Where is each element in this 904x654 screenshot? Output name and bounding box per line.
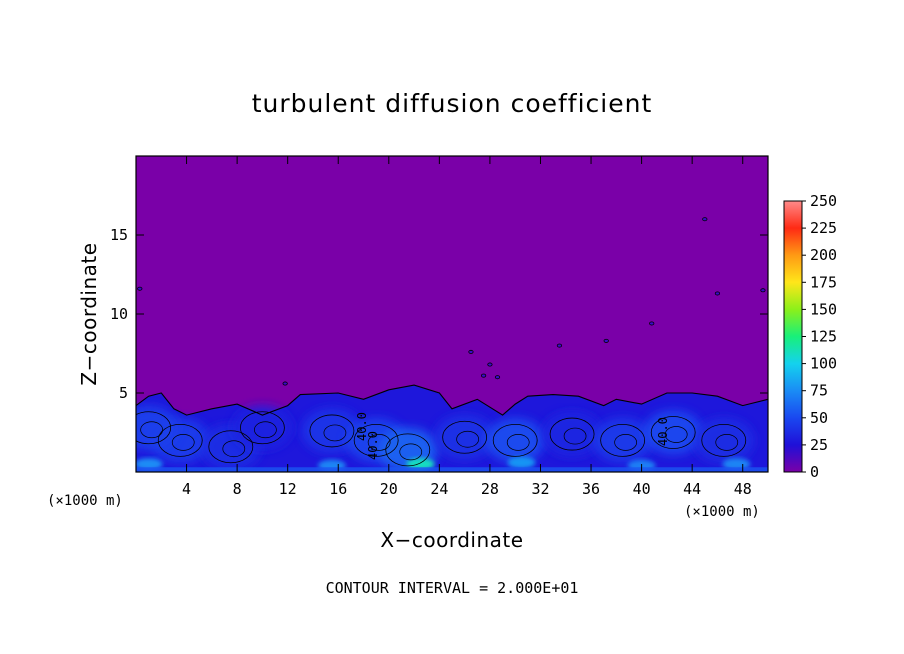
x-tick-label: 16 [329, 480, 347, 498]
contour-speck [702, 217, 708, 222]
eddy-cell [542, 412, 603, 457]
x-tick-label: 44 [683, 480, 701, 498]
eddy-cell [693, 418, 754, 463]
x-unit-right: (×1000 m) [684, 504, 760, 520]
x-tick-label: 24 [430, 480, 448, 498]
contour-line [701, 423, 747, 457]
colorbar-tick-label: 25 [810, 436, 828, 454]
diffusion-field [136, 385, 768, 472]
x-tick-label: 20 [380, 480, 398, 498]
y-tick-label: 15 [110, 226, 128, 244]
contour-speck [494, 375, 501, 380]
contour-line [456, 430, 479, 448]
colorbar-tick-label: 0 [810, 463, 819, 481]
x-tick-label: 28 [481, 480, 499, 498]
contour-line [506, 434, 530, 451]
colorbar-tick-label: 200 [810, 246, 837, 264]
contour-line [353, 423, 399, 457]
contour-label: 40.0 [355, 412, 369, 441]
eddy-cell [485, 418, 546, 463]
colorbar-tick-label: 175 [810, 273, 837, 291]
surface-layer [136, 467, 768, 472]
hot-spot [406, 458, 435, 471]
colorbar-ticks: 0 25 50 75 100 125 150 175 200 225 250 [802, 192, 837, 481]
y-axis-label: Z−coordinate [77, 242, 101, 385]
contour-speck [649, 321, 655, 326]
contour-speck [556, 343, 563, 348]
eddy-cell [232, 405, 293, 450]
contour-line [171, 434, 195, 451]
x-tick-label: 8 [233, 480, 242, 498]
contour-line [222, 440, 246, 458]
colorbar-tick-label: 125 [810, 328, 837, 346]
contour-speck [480, 373, 487, 378]
hot-spot [136, 458, 163, 471]
contour-speck [137, 286, 143, 291]
x-tick-label: 4 [182, 480, 191, 498]
contour-line [136, 411, 172, 445]
contour-line [140, 421, 163, 439]
contour-interval-note: CONTOUR INTERVAL = 2.000E+01 [326, 579, 579, 597]
contour-line [492, 423, 538, 457]
x-tick-label: 32 [531, 480, 549, 498]
contour-line [208, 430, 254, 464]
contour-label: 40.0 [366, 431, 380, 460]
contour-label: 40.0 [656, 417, 670, 446]
eddy-cell [643, 410, 704, 455]
contour-speck [714, 291, 721, 296]
contour-speck [603, 338, 609, 343]
contour-line [614, 434, 637, 451]
eddy-cell [592, 418, 653, 463]
contour-line [309, 414, 355, 448]
contour-line [442, 420, 488, 454]
colorbar-tick-label: 100 [810, 355, 837, 373]
colorbar-gradient [783, 200, 803, 473]
x-tick-label: 48 [734, 480, 752, 498]
contour-labels: 40.0 40.0 40.0 [355, 412, 670, 460]
y-tick-label: 10 [110, 305, 128, 323]
colorbar-tick-label: 50 [810, 409, 828, 427]
colorbar-tick-label: 250 [810, 192, 837, 210]
y-tick-label: 5 [119, 384, 128, 402]
x-axis-ticks: 4 8 12 16 20 24 28 32 36 40 44 48 [182, 156, 752, 498]
contour-speck [282, 381, 288, 386]
hot-spot [507, 456, 536, 469]
contour-speck [760, 288, 766, 293]
contour-line [715, 434, 739, 451]
y-axis-ticks: 5 10 15 [110, 226, 768, 402]
chart-title: turbulent diffusion coefficient [252, 89, 653, 118]
x-tick-label: 12 [279, 480, 297, 498]
colorbar-tick-label: 75 [810, 382, 828, 400]
contour-line [549, 417, 595, 451]
contour-line [239, 411, 285, 445]
contour-line [600, 423, 646, 457]
contour-line [367, 434, 391, 451]
colorbar: 0 25 50 75 100 125 150 175 200 225 250 [783, 192, 837, 481]
contour-line [563, 427, 587, 445]
eddy-cell [434, 415, 495, 460]
colorbar-tick-label: 150 [810, 300, 837, 318]
contour-line [664, 426, 688, 443]
colorbar-tick-label: 225 [810, 219, 837, 237]
x-tick-label: 36 [582, 480, 600, 498]
contour-line [254, 421, 277, 439]
contour-lines [136, 217, 768, 467]
contour-line [136, 384, 768, 416]
contour-line [157, 423, 203, 457]
x-unit-left: (×1000 m) [47, 493, 123, 509]
x-tick-label: 40 [633, 480, 651, 498]
contour-speck [487, 362, 493, 367]
contour-speck [468, 349, 474, 354]
contour-line [323, 424, 347, 442]
hot-spot [722, 458, 751, 471]
contour-line [650, 416, 696, 449]
x-axis-label: X−coordinate [380, 528, 523, 552]
eddy-cell [136, 405, 179, 450]
contour-line [385, 433, 431, 467]
plot-area: 40.0 40.0 40.0 4 8 12 16 20 24 28 32 36 40 44 48 51… [110, 155, 769, 498]
contour-line [399, 443, 423, 461]
